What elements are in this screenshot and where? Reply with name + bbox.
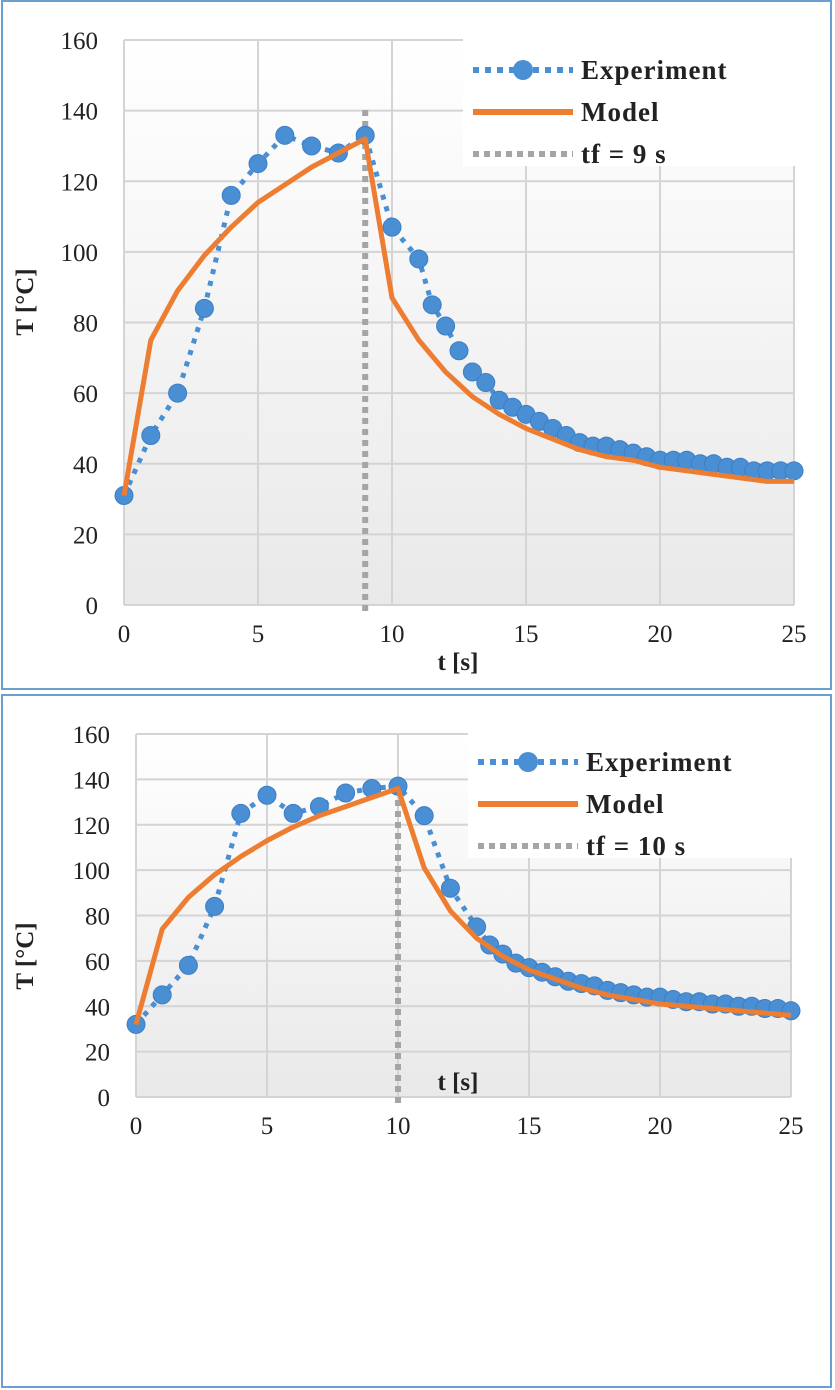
legend: Experiment Model tf = 9 s bbox=[463, 38, 824, 169]
y-tick-label: 120 bbox=[61, 169, 99, 196]
y-tick-label: 120 bbox=[73, 813, 111, 840]
experiment-point bbox=[231, 803, 251, 823]
x-tick-label: 20 bbox=[648, 621, 673, 648]
experiment-point bbox=[141, 426, 161, 445]
legend: Experiment Model tf = 10 s bbox=[468, 730, 824, 861]
experiment-point bbox=[462, 362, 482, 382]
y-tick-label: 160 bbox=[61, 28, 99, 55]
y-tick-label: 80 bbox=[73, 311, 98, 338]
y-tick-label: 0 bbox=[86, 593, 99, 620]
x-tick-label: 0 bbox=[130, 1113, 143, 1140]
experiment-point bbox=[302, 136, 322, 156]
y-tick-label: 140 bbox=[73, 767, 111, 794]
legend-tf-label: tf = 9 s bbox=[581, 139, 667, 169]
experiment-point bbox=[336, 783, 356, 803]
legend-tf-label: tf = 10 s bbox=[586, 831, 686, 861]
experiment-point bbox=[152, 985, 172, 1005]
y-axis-label: T [°C] bbox=[12, 922, 39, 989]
y-tick-label: 140 bbox=[61, 99, 99, 126]
y-tick-label: 60 bbox=[85, 949, 110, 976]
chart-panel-tf9: 0 20 40 60 80 100 120 140 160 0 5 10 15 20 25 t [s] T [°… bbox=[1, 0, 832, 690]
legend-experiment-marker bbox=[513, 60, 533, 80]
experiment-point bbox=[422, 295, 442, 315]
experiment-point bbox=[283, 803, 303, 823]
chart-svg: 0 20 40 60 80 100 120 140 160 0 5 10 15 20 25 t [s] T [°… bbox=[12, 722, 824, 1140]
experiment-point bbox=[221, 185, 241, 205]
experiment-point bbox=[168, 383, 188, 403]
y-tick-label: 20 bbox=[73, 522, 98, 549]
legend-experiment-label: Experiment bbox=[586, 747, 732, 777]
y-tick-label: 20 bbox=[85, 1040, 110, 1067]
y-tick-label: 100 bbox=[61, 240, 99, 267]
experiment-point bbox=[194, 298, 214, 318]
x-tick-label: 5 bbox=[261, 1113, 274, 1140]
legend-background bbox=[463, 38, 824, 166]
x-tick-label: 10 bbox=[386, 1113, 411, 1140]
chart-svg: 0 20 40 60 80 100 120 140 160 0 5 10 15 20 25 t [s] T [°… bbox=[12, 28, 824, 676]
x-tick-label: 15 bbox=[517, 1113, 542, 1140]
experiment-point bbox=[414, 806, 434, 826]
experiment-point bbox=[784, 461, 804, 481]
x-tick-label: 15 bbox=[514, 621, 539, 648]
experiment-point bbox=[382, 217, 402, 237]
experiment-point bbox=[248, 154, 268, 174]
model-line bbox=[121, 136, 794, 496]
experiment-point bbox=[476, 373, 496, 393]
x-tick-label: 25 bbox=[782, 621, 807, 648]
experiment-point bbox=[409, 249, 429, 269]
experiment-point bbox=[205, 896, 225, 916]
y-tick-label: 60 bbox=[73, 381, 98, 408]
legend-model-label: Model bbox=[581, 97, 660, 127]
y-tick-label: 40 bbox=[73, 452, 98, 479]
x-tick-label: 5 bbox=[252, 621, 265, 648]
y-tick-label: 80 bbox=[85, 904, 110, 931]
experiment-point bbox=[436, 316, 456, 336]
x-tick-label: 20 bbox=[648, 1113, 673, 1140]
legend-model-label: Model bbox=[586, 789, 665, 819]
model-line bbox=[133, 785, 792, 1026]
y-tick-label: 0 bbox=[98, 1085, 111, 1112]
x-tick-label: 25 bbox=[779, 1113, 804, 1140]
chart-panel-tf10: 0 20 40 60 80 100 120 140 160 0 5 10 15 20 25 t [s] T [°… bbox=[1, 694, 832, 1388]
x-axis-label: t [s] bbox=[438, 1069, 479, 1096]
x-tick-label: 0 bbox=[118, 621, 131, 648]
y-tick-label: 40 bbox=[85, 994, 110, 1021]
experiment-point bbox=[449, 341, 469, 361]
legend-experiment-label: Experiment bbox=[581, 55, 727, 85]
y-axis-label: T [°C] bbox=[12, 268, 39, 335]
experiment-point bbox=[275, 125, 295, 145]
legend-experiment-marker bbox=[518, 752, 538, 772]
legend-background bbox=[468, 730, 824, 858]
experiment-point bbox=[178, 955, 198, 975]
experiment-point bbox=[440, 878, 460, 898]
x-tick-label: 10 bbox=[380, 621, 405, 648]
experiment-point bbox=[257, 785, 277, 805]
y-tick-label: 160 bbox=[73, 722, 111, 749]
y-tick-label: 100 bbox=[73, 858, 111, 885]
x-axis-label: t [s] bbox=[438, 649, 479, 676]
